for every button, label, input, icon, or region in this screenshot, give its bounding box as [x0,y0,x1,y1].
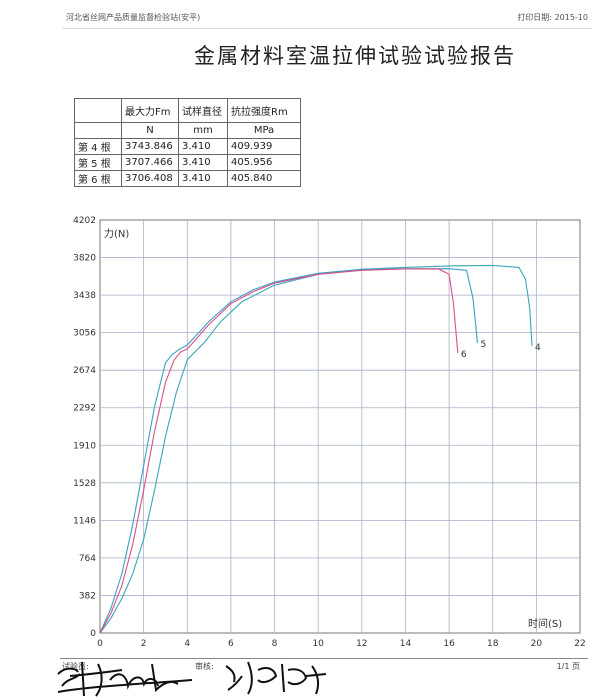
y-tick-label: 3438 [73,291,96,301]
series-line-6 [99,268,459,634]
x-tick-label: 8 [272,639,278,649]
y-tick-label: 1146 [73,516,96,526]
print-date-label: 打印日期: [517,13,553,22]
reviewer-label: 审核: [195,662,214,671]
x-tick-label: 22 [574,639,585,649]
y-tick-label: 764 [79,554,96,564]
series-label-5: 5 [480,340,486,350]
table-cell: 405.956 [227,154,301,171]
y-tick-label: 3820 [73,254,96,264]
results-table: 最大力Fm 试样直径 抗拉强度Rm N mm MPa 第 4 根 3743.84… [74,98,301,187]
x-tick-label: 14 [400,639,412,649]
table-header-cell: 试样直径 [178,98,228,123]
header-divider [62,28,592,29]
print-date-value: 2015-10 [554,13,588,22]
x-tick-label: 4 [184,639,190,649]
x-tick-label: 12 [356,639,367,649]
x-tick-label: 16 [443,639,455,649]
y-axis-label: 力(N) [104,227,129,240]
table-cell: 3706.408 [121,170,179,187]
table-header-cell [74,98,122,123]
table-row: 第 4 根 3743.846 3.410 409.939 [74,138,301,155]
y-tick-label: 3056 [73,329,96,339]
table-row: 第 6 根 3706.408 3.410 405.840 [74,170,301,187]
table-cell: 第 5 根 [74,154,122,171]
y-tick-label: 1910 [73,441,96,451]
table-cell: 3743.846 [121,138,179,155]
tester-label: 试验员: [62,662,89,671]
org-name: 河北省丝网产品质量监督检验站(安平) [66,13,201,22]
y-tick-label: 382 [79,591,96,601]
series-label-6: 6 [461,350,467,360]
table-units-row: N mm MPa [74,122,301,139]
force-time-chart: 0 382 764 1146 1528 1910 2292 2674 3056 3438 3820 4… [73,216,586,649]
x-tick-label: 20 [531,639,543,649]
y-tick-label: 1528 [73,479,96,489]
table-cell: 409.939 [227,138,301,155]
plot-frame [99,219,581,634]
table-cell: 3.410 [178,170,228,187]
table-unit-cell: MPa [227,122,301,139]
table-cell: 3707.466 [121,154,179,171]
x-tick-label: 6 [228,639,234,649]
y-tick-label: 2292 [73,404,96,414]
series-label-4: 4 [535,343,541,353]
table-cell: 第 4 根 [74,138,122,155]
x-tick-label: 2 [141,639,147,649]
x-tick-label: 0 [97,639,103,649]
series-line-4 [99,264,533,634]
table-unit-cell: N [121,122,179,139]
page-number: 1/1 页 [556,662,580,671]
tester-signature [57,661,193,697]
y-tick-label: 4202 [73,216,96,226]
reviewer-signature [225,661,327,695]
report-title: 金属材料室温拉伸试验试验报告 [194,44,516,68]
y-tick-label: 0 [90,629,96,639]
table-cell: 3.410 [178,138,228,155]
table-unit-cell [74,122,122,139]
table-cell: 405.840 [227,170,301,187]
y-tick-label: 2674 [73,366,96,376]
table-cell: 第 6 根 [74,170,122,187]
series-line-5 [99,268,479,634]
table-header-row: 最大力Fm 试样直径 抗拉强度Rm [74,98,301,123]
x-tick-label: 10 [312,639,324,649]
print-date: 打印日期: 2015-10 [517,12,588,23]
table-row: 第 5 根 3707.466 3.410 405.956 [74,154,301,171]
footer-divider [60,658,588,659]
table-cell: 3.410 [178,154,228,171]
table-header-cell: 抗拉强度Rm [227,98,301,123]
x-axis-label: 时间(S) [528,617,562,630]
x-tick-label: 18 [487,639,499,649]
table-unit-cell: mm [178,122,228,139]
table-header-cell: 最大力Fm [121,98,179,123]
